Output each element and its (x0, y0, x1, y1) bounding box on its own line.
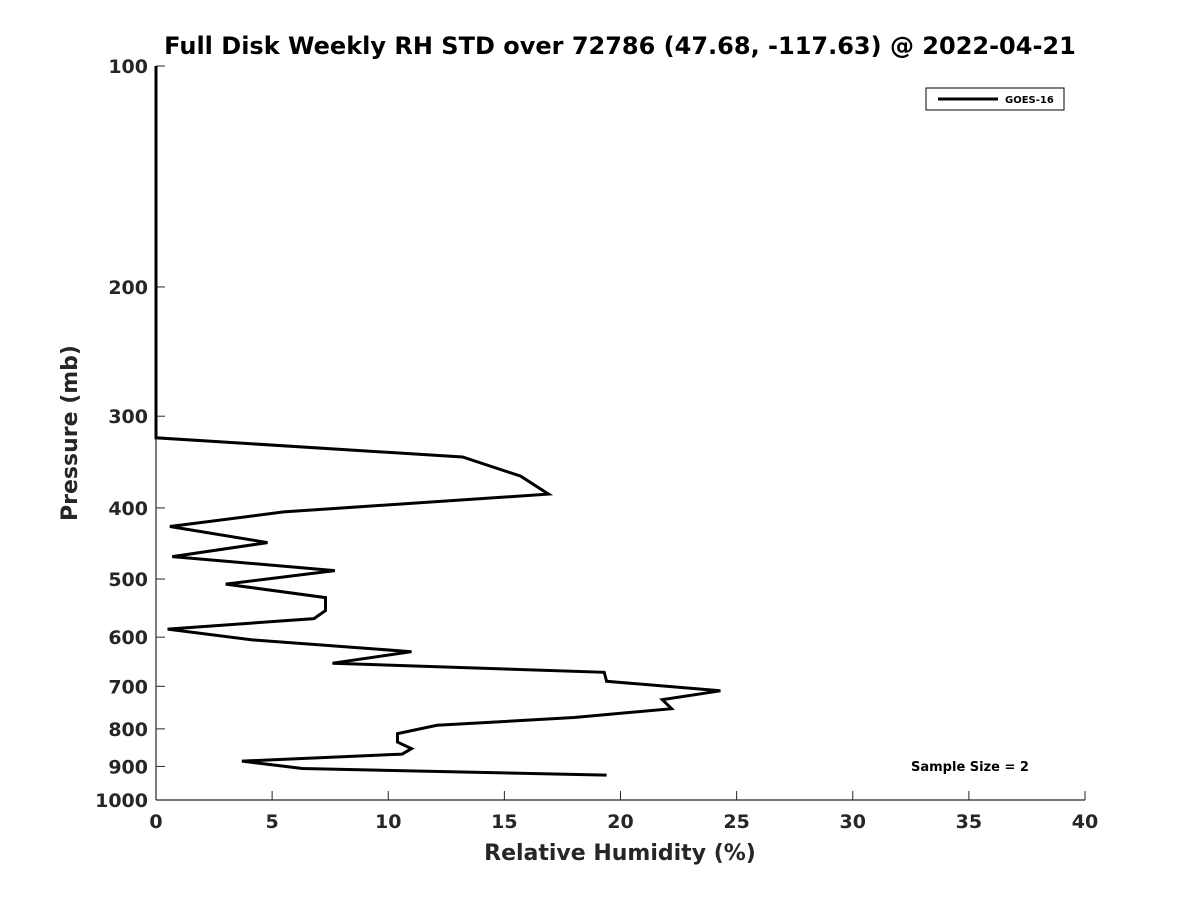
chart-title: Full Disk Weekly RH STD over 72786 (47.6… (164, 32, 1076, 60)
y-axis-ticks: 100 200 300 400 500 600 700 800 900 1000 (95, 56, 165, 812)
sample-size-annotation: Sample Size = 2 (911, 760, 1029, 775)
x-tick-label: 0 (149, 811, 162, 833)
series-layer (154, 66, 721, 777)
x-tick-label: 40 (1072, 811, 1098, 833)
legend: GOES-16 (925, 87, 1065, 111)
y-tick-label: 700 (108, 676, 148, 698)
x-tick-label: 20 (607, 811, 633, 833)
x-tick-label: 10 (375, 811, 401, 833)
x-tick-label: 35 (956, 811, 982, 833)
y-tick-label: 600 (108, 627, 148, 649)
x-tick-label: 15 (491, 811, 517, 833)
x-tick-label: 25 (723, 811, 749, 833)
y-tick-label: 400 (108, 498, 148, 520)
legend-label-goes-16: GOES-16 (1005, 95, 1054, 106)
x-axis-ticks: 0 5 10 15 20 25 30 35 40 (149, 791, 1098, 833)
x-tick-label: 5 (266, 811, 279, 833)
y-tick-label: 200 (108, 277, 148, 299)
y-tick-label: 300 (108, 406, 148, 428)
y-axis-label: Pressure (mb) (58, 345, 83, 521)
axes (155, 66, 1085, 801)
x-tick-label: 30 (840, 811, 866, 833)
y-tick-label: 100 (108, 56, 148, 78)
y-tick-label: 500 (108, 569, 148, 591)
x-axis-label: Relative Humidity (%) (484, 841, 756, 866)
series-line-goes-16 (154, 66, 721, 777)
y-tick-label: 900 (108, 756, 148, 778)
y-tick-label: 1000 (95, 790, 148, 812)
y-tick-label: 800 (108, 719, 148, 741)
